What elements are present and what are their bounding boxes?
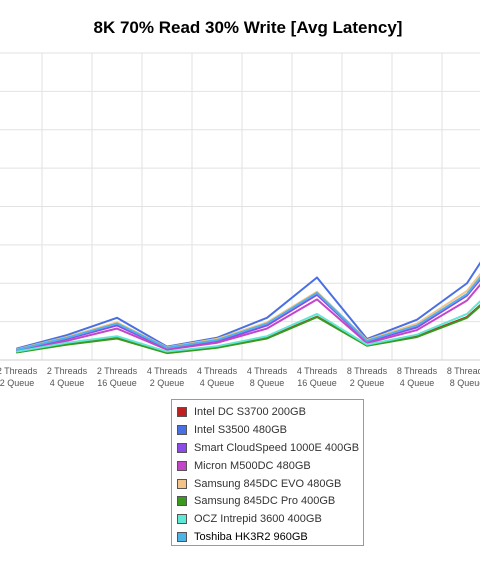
legend-swatch: [177, 532, 187, 543]
x-tick-label: 8 Threads: [347, 366, 388, 376]
x-tick-label: 4 Threads: [197, 366, 238, 376]
legend-item[interactable]: Toshiba HK3R2 960GB: [177, 528, 363, 546]
series-line: [16, 276, 480, 351]
legend: Intel DC S3700 200GB Intel S3500 480GB Sma…: [171, 399, 364, 546]
legend-label: Toshiba HK3R2 960GB: [194, 531, 308, 544]
legend-item[interactable]: OCZ Intrepid 3600 400GB: [177, 510, 363, 528]
legend-swatch: [177, 442, 187, 453]
chart-plot: 2 Threads 2 Queue 2 Threads 4 Queue 2 Thread…: [0, 52, 480, 388]
legend-swatch: [177, 478, 187, 489]
x-tick-label: 2 Threads: [97, 366, 138, 376]
legend-swatch: [177, 406, 187, 417]
x-tick-label: 4 Threads: [247, 366, 288, 376]
legend-item[interactable]: Samsung 845DC EVO 480GB: [177, 475, 363, 493]
x-tick-label: 2 Queue: [0, 378, 34, 388]
x-tick-label: 4 Threads: [147, 366, 188, 376]
x-tick-label: 2 Queue: [150, 378, 185, 388]
x-tick-label: 8 Threads: [447, 366, 480, 376]
legend-item[interactable]: Micron M500DC 480GB: [177, 457, 363, 475]
x-tick-label: 8 Queue: [450, 378, 480, 388]
legend-label: Intel DC S3700 200GB: [194, 405, 306, 418]
x-tick-label: 16 Queue: [297, 378, 337, 388]
x-tick-label: 4 Queue: [50, 378, 85, 388]
x-tick-label: 8 Threads: [397, 366, 438, 376]
series-line: [16, 278, 480, 352]
x-tick-label: 2 Queue: [350, 378, 385, 388]
legend-swatch: [177, 496, 187, 507]
legend-swatch: [177, 460, 187, 471]
legend-item[interactable]: Intel DC S3700 200GB: [177, 403, 363, 421]
x-tick-label: 2 Threads: [47, 366, 88, 376]
legend-label: Samsung 845DC Pro 400GB: [194, 495, 336, 508]
series-line: [16, 300, 480, 353]
chart-title: 8K 70% Read 30% Write [Avg Latency]: [93, 18, 403, 37]
x-tick-label: 8 Queue: [250, 378, 285, 388]
series-line: [16, 261, 480, 350]
series-line: [16, 304, 480, 355]
legend-item[interactable]: Intel S3500 480GB: [177, 421, 363, 439]
legend-label: Micron M500DC 480GB: [194, 459, 311, 472]
legend-swatch: [177, 514, 187, 525]
x-tick-label: 4 Queue: [400, 378, 435, 388]
x-tick-label: 4 Threads: [297, 366, 338, 376]
x-tick-label: 2 Threads: [0, 366, 38, 376]
legend-item[interactable]: Samsung 845DC Pro 400GB: [177, 492, 363, 510]
x-tick-label: 16 Queue: [97, 378, 137, 388]
x-tick-label: 4 Queue: [200, 378, 235, 388]
series-line: [16, 283, 480, 353]
legend-item[interactable]: Smart CloudSpeed 1000E 400GB: [177, 439, 363, 457]
legend-label: Intel S3500 480GB: [194, 423, 287, 436]
legend-label: Samsung 845DC EVO 480GB: [194, 477, 342, 490]
legend-label: Smart CloudSpeed 1000E 400GB: [194, 441, 360, 454]
legend-label: OCZ Intrepid 3600 400GB: [194, 513, 322, 526]
legend-swatch: [177, 424, 187, 435]
